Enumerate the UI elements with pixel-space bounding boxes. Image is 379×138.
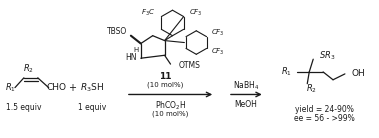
Text: $CF_3$: $CF_3$: [211, 47, 225, 57]
Text: $R_2$: $R_2$: [306, 82, 317, 95]
Text: H: H: [133, 47, 139, 53]
Text: +: +: [69, 83, 77, 93]
Text: HN: HN: [125, 53, 137, 62]
Text: NaBH$_4$: NaBH$_4$: [233, 79, 259, 92]
Text: $R_3$SH: $R_3$SH: [80, 81, 104, 94]
Text: $CF_3$: $CF_3$: [211, 28, 225, 38]
Text: CHO: CHO: [47, 83, 67, 92]
Text: TBSO: TBSO: [106, 27, 127, 36]
Text: OTMS: OTMS: [179, 61, 200, 70]
Text: $CF_3$: $CF_3$: [190, 8, 203, 18]
Text: 11: 11: [159, 72, 172, 81]
Text: 1.5 equiv: 1.5 equiv: [6, 103, 42, 112]
Text: $R_1$: $R_1$: [5, 81, 16, 94]
Text: PhCO$_2$H: PhCO$_2$H: [155, 99, 186, 112]
Text: (10 mol%): (10 mol%): [152, 111, 189, 117]
Text: $R_1$: $R_1$: [282, 66, 293, 78]
Text: (10 mol%): (10 mol%): [147, 81, 184, 88]
Text: $R_2$: $R_2$: [23, 63, 34, 75]
Text: ee = 56 - >99%: ee = 56 - >99%: [294, 115, 354, 124]
Text: $SR_3$: $SR_3$: [319, 49, 335, 62]
Text: 1 equiv: 1 equiv: [78, 103, 106, 112]
Text: MeOH: MeOH: [234, 100, 257, 109]
Text: OH: OH: [352, 69, 366, 78]
Text: yield = 24-90%: yield = 24-90%: [294, 105, 354, 114]
Text: $F_3C$: $F_3C$: [141, 8, 156, 18]
